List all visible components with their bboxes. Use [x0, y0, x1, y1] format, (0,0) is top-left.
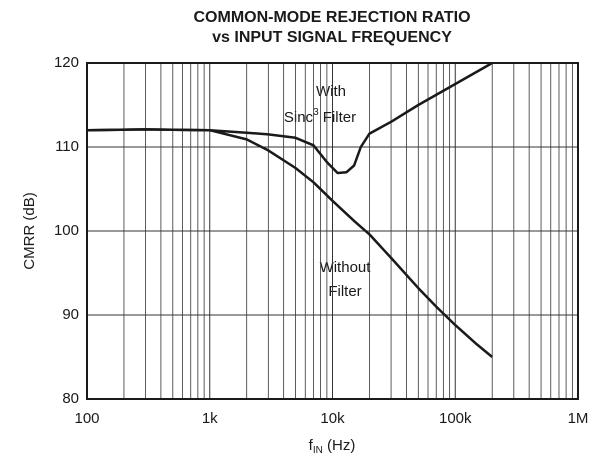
annotation: Without	[320, 259, 372, 276]
series-line	[86, 61, 493, 175]
series-line	[86, 128, 493, 358]
x-tick-label: 100k	[439, 410, 472, 427]
annotation-sup: 3	[313, 107, 319, 118]
annotation: Sinc3 Filter	[284, 107, 356, 126]
y-tick-label: 110	[55, 138, 79, 155]
y-axis-label: CMRR (dB)	[21, 192, 38, 270]
x-axis-label-base: f	[309, 437, 314, 454]
x-tick-label: 10k	[320, 410, 345, 427]
y-tick-label: 100	[54, 222, 79, 239]
x-axis-label: fIN (Hz)	[309, 437, 356, 456]
x-axis-label-sub: IN	[313, 445, 323, 456]
chart-title: vs INPUT SIGNAL FREQUENCY	[212, 29, 452, 46]
annotation: With	[316, 83, 346, 100]
x-axis-label-rest: (Hz)	[323, 437, 356, 454]
plot-frame	[86, 62, 579, 400]
annotation: Filter	[328, 283, 361, 300]
annotation-part: Filter	[319, 109, 357, 126]
x-tick-label: 1M	[568, 410, 589, 427]
annotation-part: Sinc	[284, 109, 314, 126]
x-tick-label: 100	[74, 410, 99, 427]
y-tick-label: 120	[54, 54, 79, 71]
chart-title: COMMON-MODE REJECTION RATIO	[193, 9, 470, 26]
y-tick-label: 80	[62, 390, 79, 407]
y-tick-label: 90	[62, 306, 79, 323]
x-tick-label: 1k	[202, 410, 218, 427]
